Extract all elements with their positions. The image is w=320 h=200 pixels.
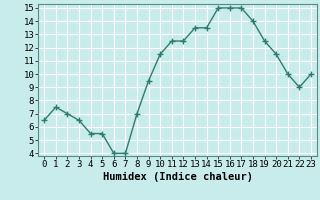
X-axis label: Humidex (Indice chaleur): Humidex (Indice chaleur) — [103, 172, 252, 182]
